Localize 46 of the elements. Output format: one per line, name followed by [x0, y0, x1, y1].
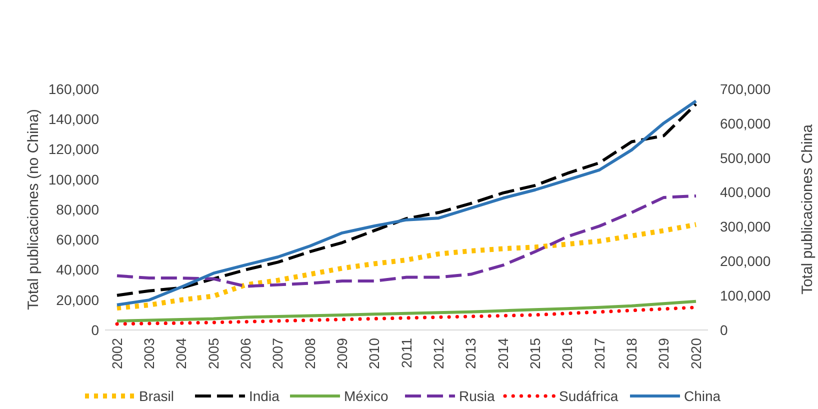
y2-tick-label: 500,000: [720, 150, 771, 166]
x-tick-label: 2010: [366, 338, 382, 370]
x-tick-label: 2020: [688, 338, 704, 370]
y-tick-label: 20,000: [56, 292, 100, 308]
x-tick-label: 2005: [205, 338, 222, 370]
y2-tick-label: 100,000: [720, 287, 771, 304]
x-tick-label: 2002: [108, 338, 125, 370]
y-tick-label: 100,000: [48, 171, 100, 188]
x-tick-label: 2004: [173, 338, 190, 370]
x-tick-label: 2015: [527, 338, 544, 370]
y-tick-label: 160,000: [48, 80, 100, 97]
legend-label: Rusia: [459, 388, 496, 404]
x-tick-label: 2018: [624, 338, 640, 370]
legend-label: India: [249, 388, 280, 404]
line-series: [116, 194, 698, 288]
y-tick-label: 40,000: [56, 262, 100, 278]
y-tick-label: 120,000: [48, 141, 100, 158]
legend-label: México: [344, 388, 389, 404]
y-tick-label: 0: [91, 322, 100, 338]
y-tick-label: 60,000: [56, 232, 100, 248]
y2-tick-label: 400,000: [720, 184, 771, 200]
x-tick-label: 2016: [559, 338, 576, 370]
y2-tick-label: 0: [720, 322, 728, 338]
y-tick-label: 140,000: [48, 111, 100, 128]
legend-label: China: [684, 388, 721, 404]
legend-label: Sudáfrica: [559, 388, 618, 404]
x-tick-label: 2019: [656, 338, 672, 370]
x-tick-label: 2017: [591, 338, 608, 370]
x-tick-label: 2009: [334, 338, 350, 370]
line-series: [116, 300, 698, 322]
y2-tick-label: 200,000: [720, 253, 771, 270]
x-tick-label: 2012: [430, 338, 447, 370]
x-tick-label: 2007: [270, 338, 286, 370]
x-tick-label: 2006: [238, 338, 254, 370]
y2-tick-label: 700,000: [720, 80, 771, 97]
y-tick-label: 80,000: [56, 201, 100, 218]
legend-label: Brasil: [139, 388, 174, 404]
x-tick-label: 2014: [494, 338, 511, 370]
y2-tick-label: 300,000: [720, 218, 771, 235]
y2-axis-title: Total publicaciones China: [799, 124, 816, 295]
x-tick-label: 2013: [462, 338, 479, 370]
y2-tick-label: 600,000: [720, 115, 771, 132]
x-tick-label: 2003: [141, 338, 158, 370]
x-tick-label: 2011: [398, 338, 414, 368]
y-axis-title: Total publicaciones (no China): [25, 109, 42, 310]
x-tick-label: 2008: [302, 338, 318, 370]
